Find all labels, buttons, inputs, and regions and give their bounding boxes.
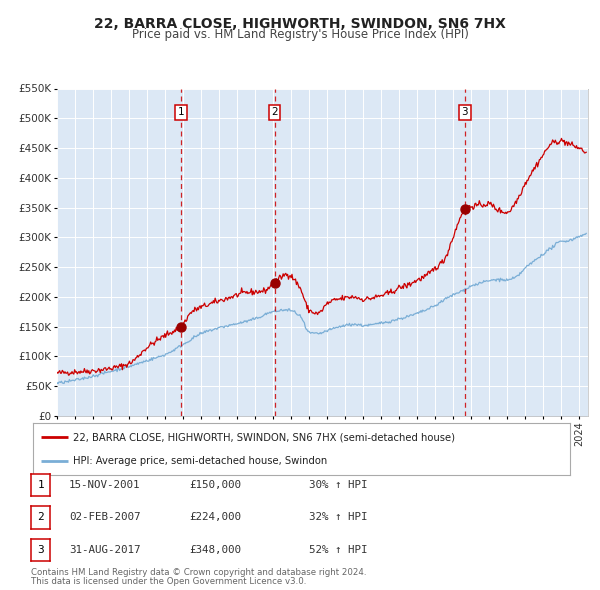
- Text: £348,000: £348,000: [189, 545, 241, 555]
- Text: 22, BARRA CLOSE, HIGHWORTH, SWINDON, SN6 7HX: 22, BARRA CLOSE, HIGHWORTH, SWINDON, SN6…: [94, 17, 506, 31]
- Text: HPI: Average price, semi-detached house, Swindon: HPI: Average price, semi-detached house,…: [73, 456, 328, 466]
- Text: 30% ↑ HPI: 30% ↑ HPI: [309, 480, 367, 490]
- Text: 3: 3: [37, 545, 44, 555]
- Text: 31-AUG-2017: 31-AUG-2017: [69, 545, 140, 555]
- Text: 1: 1: [178, 107, 184, 117]
- Text: £224,000: £224,000: [189, 513, 241, 522]
- Text: Contains HM Land Registry data © Crown copyright and database right 2024.: Contains HM Land Registry data © Crown c…: [31, 568, 367, 577]
- Text: 1: 1: [37, 480, 44, 490]
- Text: £150,000: £150,000: [189, 480, 241, 490]
- Text: 3: 3: [461, 107, 468, 117]
- Text: 2: 2: [37, 513, 44, 522]
- Text: Price paid vs. HM Land Registry's House Price Index (HPI): Price paid vs. HM Land Registry's House …: [131, 28, 469, 41]
- Text: This data is licensed under the Open Government Licence v3.0.: This data is licensed under the Open Gov…: [31, 578, 307, 586]
- Text: 15-NOV-2001: 15-NOV-2001: [69, 480, 140, 490]
- Text: 32% ↑ HPI: 32% ↑ HPI: [309, 513, 367, 522]
- Text: 52% ↑ HPI: 52% ↑ HPI: [309, 545, 367, 555]
- Text: 02-FEB-2007: 02-FEB-2007: [69, 513, 140, 522]
- Text: 2: 2: [271, 107, 278, 117]
- Text: 22, BARRA CLOSE, HIGHWORTH, SWINDON, SN6 7HX (semi-detached house): 22, BARRA CLOSE, HIGHWORTH, SWINDON, SN6…: [73, 432, 455, 442]
